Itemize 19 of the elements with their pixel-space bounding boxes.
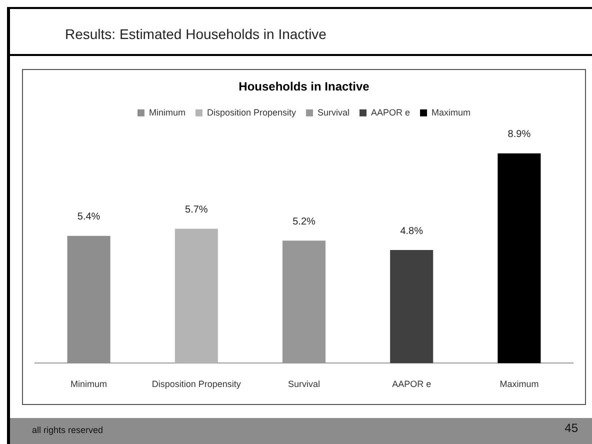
legend-label: AAPOR e	[371, 107, 410, 118]
data-label: 5.4%	[77, 212, 100, 223]
x-tick-label: Survival	[288, 379, 320, 390]
legend-label: Maximum	[432, 107, 471, 118]
chart-title: Households in Inactive	[238, 80, 370, 94]
data-label: 8.9%	[508, 129, 531, 140]
x-tick-label: AAPOR e	[392, 379, 432, 390]
data-label: 4.8%	[400, 226, 424, 237]
x-tick-label: Maximum	[500, 379, 539, 390]
legend-label: Minimum	[148, 107, 186, 118]
x-tick-label: Disposition Propensity	[152, 379, 242, 390]
x-tick-label: Minimum	[70, 379, 108, 390]
legend-label: Disposition Propensity	[206, 107, 297, 118]
text: 45	[564, 421, 578, 435]
text: Results: Estimated Households in Inactive	[65, 26, 326, 42]
legend-label: Survival	[318, 107, 350, 118]
data-label: 5.2%	[292, 216, 316, 228]
text: all rights reserved	[32, 425, 104, 435]
data-label: 5.7%	[185, 204, 208, 216]
